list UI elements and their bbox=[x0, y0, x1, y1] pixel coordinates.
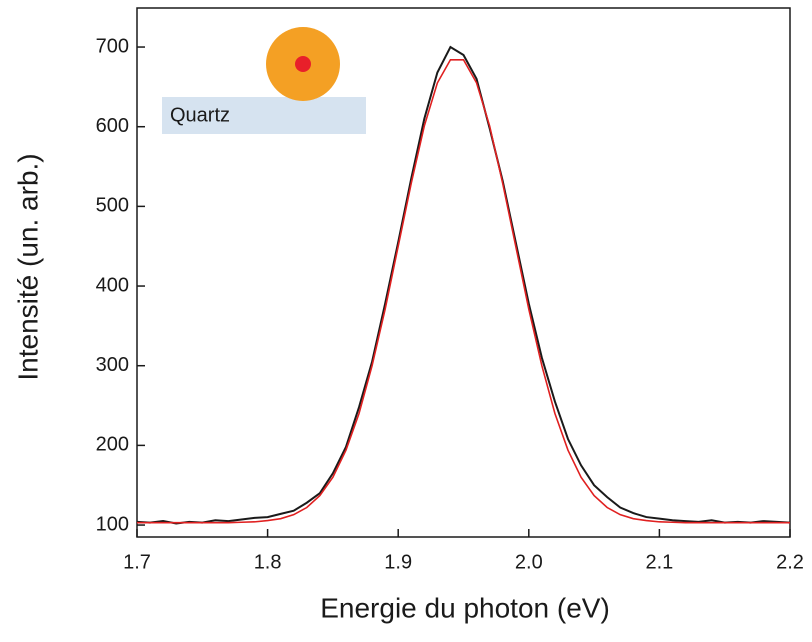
y-tick-label: 600 bbox=[96, 115, 129, 137]
x-tick-label: 1.9 bbox=[384, 551, 412, 573]
y-tick-label: 400 bbox=[96, 274, 129, 296]
plot-frame bbox=[136, 7, 791, 538]
x-tick-label: 1.8 bbox=[254, 551, 282, 573]
y-tick-label: 300 bbox=[96, 354, 129, 376]
y-tick-label: 100 bbox=[96, 513, 129, 535]
x-axis-label: Energie du photon (eV) bbox=[320, 592, 610, 623]
y-axis-label: Intensité (un. arb.) bbox=[12, 153, 43, 380]
quartz-substrate bbox=[162, 97, 366, 134]
y-tick-label: 700 bbox=[96, 35, 129, 57]
particle-core bbox=[295, 56, 311, 72]
inset: Quartz bbox=[162, 27, 366, 134]
y-tick-label: 200 bbox=[96, 434, 129, 456]
y-tick-label: 500 bbox=[96, 195, 129, 217]
x-tick-label: 2.0 bbox=[515, 551, 543, 573]
x-tick-label: 2.2 bbox=[776, 551, 804, 573]
x-tick-label: 1.7 bbox=[123, 551, 151, 573]
series-line bbox=[137, 58, 790, 524]
x-tick-label: 2.1 bbox=[645, 551, 673, 573]
series-line bbox=[136, 45, 791, 525]
annotation: Quartz bbox=[170, 104, 230, 126]
